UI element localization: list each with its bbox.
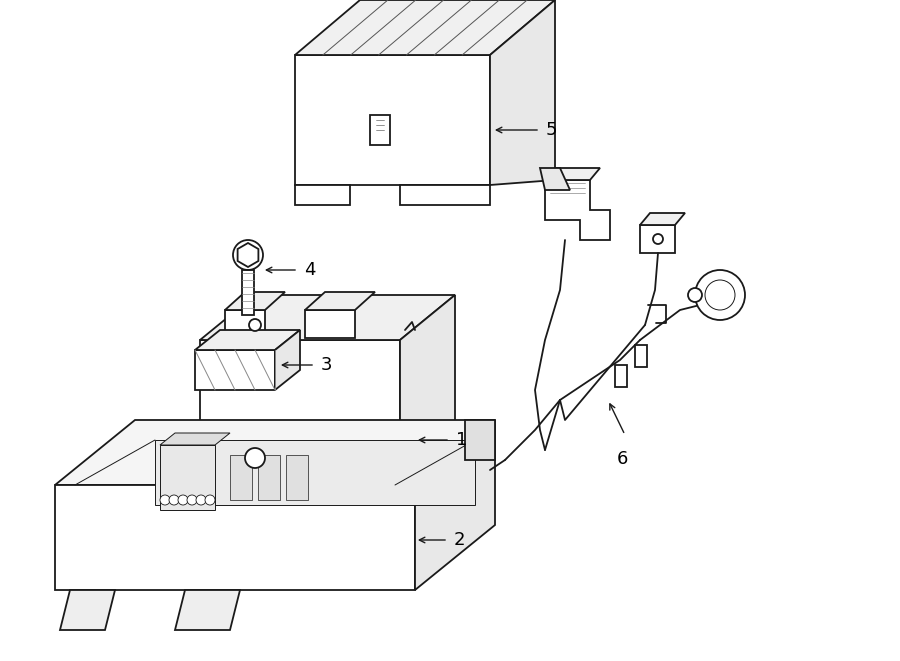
Circle shape: [205, 495, 215, 505]
Polygon shape: [230, 455, 252, 500]
Circle shape: [245, 448, 265, 468]
Text: 1: 1: [456, 431, 467, 449]
Polygon shape: [640, 213, 685, 225]
Polygon shape: [195, 350, 275, 390]
Polygon shape: [225, 292, 285, 310]
Polygon shape: [238, 243, 258, 267]
Polygon shape: [490, 0, 555, 185]
Polygon shape: [545, 180, 610, 240]
Polygon shape: [275, 330, 300, 390]
Polygon shape: [415, 420, 495, 590]
Polygon shape: [160, 445, 215, 510]
Polygon shape: [295, 55, 490, 185]
Circle shape: [705, 280, 735, 310]
Polygon shape: [55, 420, 495, 485]
Circle shape: [249, 319, 261, 331]
Polygon shape: [258, 455, 280, 500]
Polygon shape: [225, 310, 265, 338]
Circle shape: [688, 288, 702, 302]
Polygon shape: [465, 420, 495, 460]
Polygon shape: [615, 365, 627, 387]
Text: 2: 2: [454, 531, 465, 549]
Text: 6: 6: [616, 450, 627, 468]
Polygon shape: [370, 115, 390, 145]
Polygon shape: [305, 292, 375, 310]
Polygon shape: [400, 295, 455, 490]
Polygon shape: [635, 345, 647, 367]
Circle shape: [169, 495, 179, 505]
Circle shape: [695, 270, 745, 320]
Polygon shape: [160, 433, 230, 445]
Polygon shape: [155, 440, 475, 505]
Polygon shape: [545, 168, 600, 180]
Polygon shape: [305, 310, 355, 338]
Polygon shape: [286, 455, 308, 500]
Polygon shape: [295, 185, 350, 205]
Text: 3: 3: [321, 356, 332, 374]
Polygon shape: [295, 0, 555, 55]
Polygon shape: [195, 330, 300, 350]
Polygon shape: [55, 485, 415, 590]
Text: 4: 4: [304, 261, 316, 279]
Polygon shape: [60, 590, 115, 630]
Polygon shape: [242, 270, 254, 315]
Polygon shape: [540, 168, 570, 190]
Polygon shape: [200, 340, 400, 490]
Circle shape: [653, 234, 663, 244]
Circle shape: [187, 495, 197, 505]
Circle shape: [196, 495, 206, 505]
Polygon shape: [200, 295, 455, 340]
Circle shape: [178, 495, 188, 505]
Polygon shape: [640, 225, 675, 253]
Circle shape: [160, 495, 170, 505]
Polygon shape: [400, 185, 490, 205]
Polygon shape: [175, 590, 240, 630]
Text: 5: 5: [546, 121, 557, 139]
